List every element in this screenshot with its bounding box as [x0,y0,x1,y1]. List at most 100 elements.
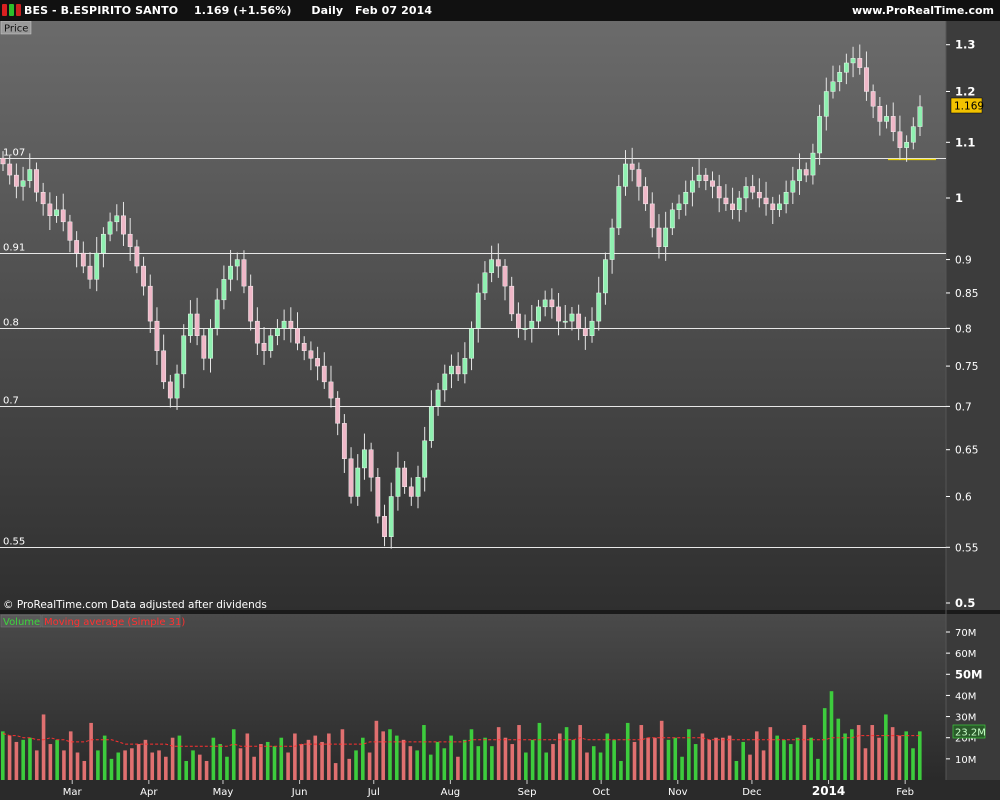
volume-bar [374,720,379,780]
volume-tick-label: 60M [955,649,976,660]
volume-bar [252,756,256,780]
volume-bar [816,758,820,780]
candle-body [750,186,756,193]
candle-body [562,320,568,323]
candle-body [362,449,367,469]
volume-bar [286,752,290,780]
chart-type-icon[interactable] [2,4,7,16]
time-tick-label: Jul [367,787,380,798]
candle-body [47,203,53,216]
volume-bar [904,731,909,780]
candle-body [904,142,910,148]
volume-bar [381,731,385,780]
candle-body [763,197,769,205]
volume-bar [863,748,868,780]
volume-bar [102,735,107,780]
moving-average-legend-label: Moving average (Simple 31) [44,617,185,628]
time-tick-label: Sep [518,787,537,798]
volume-bar [143,739,148,780]
volume-bar [320,741,324,780]
candle-body [770,203,776,211]
volume-bar [238,748,243,780]
title-bar: BES - B.ESPIRITO SANTO 1.169 (+1.56%) Da… [0,0,1000,22]
volume-bar [619,760,623,780]
hline-label-2: 0.8 [3,318,19,329]
candle-body [569,313,575,322]
candle-body [127,233,133,247]
volume-bar [55,739,59,780]
candle-body [54,209,59,216]
volume-bar [768,727,773,780]
volume-bar [524,752,528,780]
volume-bar [483,737,487,780]
indicator-icon[interactable] [9,4,14,16]
candle-body [94,252,100,280]
window-control-icons[interactable] [2,4,21,16]
volume-bar [612,739,616,780]
volume-bar [843,733,847,780]
candle-body [315,358,320,367]
volume-bar [646,737,650,780]
candle-body [355,467,361,497]
site-link[interactable]: www.ProRealTime.com [851,4,994,17]
candle-body [107,221,113,235]
volume-bar [225,756,229,780]
price-tick-label: 1 [955,191,963,205]
candle-body [736,197,742,211]
volume-bar [150,752,155,780]
candle-body [837,72,843,83]
volume-bar [856,725,861,780]
volume-bar [21,739,25,780]
candle-body [40,191,46,205]
candle-body [341,423,347,459]
candle-body [783,191,789,205]
candle-body [870,91,876,107]
candle-body [308,350,314,359]
panel-divider[interactable] [0,610,1000,614]
candle-body [696,174,702,181]
volume-bar [75,752,80,780]
candle-body [810,152,816,176]
volume-bar [564,727,569,780]
volume-bar [428,754,433,780]
candle-body [730,203,735,211]
candle-body [690,180,695,193]
volume-axis-bg [946,614,1000,780]
volume-bar [62,750,66,780]
volume-bar [530,739,535,780]
candle-body [669,209,675,229]
volume-bar [435,741,440,780]
volume-bar [299,744,304,780]
candle-body [817,116,822,154]
last-change: 1.169 (+1.56%) [194,4,292,17]
volume-bar [727,735,732,780]
volume-bar [653,737,657,780]
candle-body [529,320,535,329]
price-tab[interactable]: Price [0,21,32,35]
volume-legend[interactable]: Volume Moving average (Simple 31) [0,614,185,628]
volume-bar [897,735,902,780]
price-tick-label: 0.55 [955,542,978,554]
volume-bar [721,737,725,780]
volume-bar [551,744,555,780]
volume-bar [422,725,426,780]
candle-body [188,313,193,336]
candle-body [683,191,689,205]
volume-bar [700,733,705,780]
candle-body [703,174,709,181]
settings-icon[interactable] [16,4,21,16]
candle-body [515,313,521,329]
volume-bar [741,741,745,780]
volume-bar [890,727,895,780]
candle-body [402,467,408,488]
candle-body [756,191,762,199]
candle-body [522,328,528,330]
volume-bar [170,737,175,780]
price-axis-ticks: 1.3 1.2 1.1 1 0.9 0.85 0.8 0.75 0.7 0.65 0.6 0.55 0.… [946,38,978,610]
candle-body [395,467,401,497]
chart-title: BES - B.ESPIRITO SANTO 1.169 (+1.56%) Da… [24,4,432,17]
candle-body [549,299,555,308]
price-tick-label: 0.85 [955,288,978,300]
candle-body [576,313,582,329]
time-axis-ticks: Mar Apr May Jun Jul Aug Sep Oct Nov Dec 2014 Feb [63,780,914,798]
